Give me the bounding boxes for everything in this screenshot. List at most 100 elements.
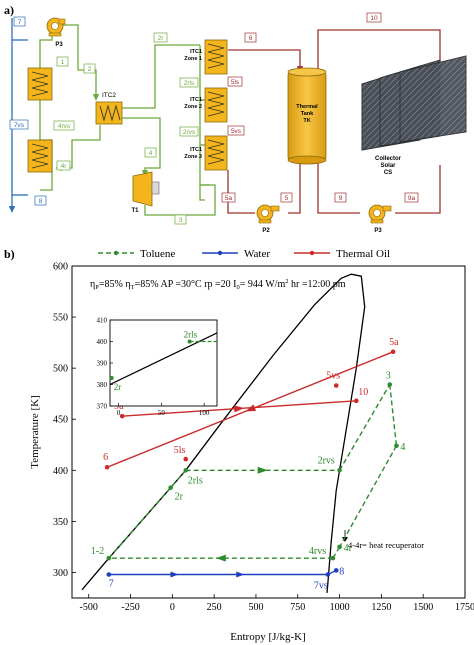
tank-label-c: TK — [303, 118, 310, 124]
panel-b-label: b) — [4, 247, 15, 261]
data-point — [183, 468, 189, 473]
inset-point — [187, 339, 192, 344]
zone1-label-b: Zone 1 — [184, 56, 202, 62]
stream-5ls-text: 5ls — [231, 79, 240, 86]
stream-5vs-box: 5vs — [227, 125, 245, 136]
panel-a-label: a) — [4, 3, 14, 17]
flow-arrow — [215, 554, 226, 562]
left-hx-bottom — [27, 139, 53, 173]
turbine-t1: T1 — [131, 171, 160, 214]
panel-a: a) — [4, 3, 467, 234]
y-tick-label: 450 — [53, 415, 68, 426]
stream-4-box: 4 — [144, 147, 157, 158]
inset-point — [109, 376, 114, 381]
x-tick-label: 500 — [248, 602, 263, 613]
collector-label-c: CS — [384, 170, 392, 176]
y-tick-label: 550 — [53, 313, 68, 324]
legend: Toluene Water Thermal Oil — [98, 248, 390, 260]
itc2-exchanger: ITC2 — [95, 92, 123, 125]
stream-6-box: 6 — [244, 32, 257, 43]
chart-series: 1-2 2r 2rls 2rvs 3 4 4rvs 4r 7 7vs 8 5a 5vs 5ls 6 9a 10 — [91, 337, 406, 592]
zone3-label-b: Zone 3 — [184, 154, 202, 160]
data-point — [330, 555, 336, 561]
x-axis-title: Entropy [J/kg-K] — [230, 631, 305, 643]
toluene-recuperator — [338, 445, 398, 548]
x-tick-label: 1500 — [413, 602, 433, 613]
stream-7vs-text: 7vs — [14, 122, 25, 129]
p3-top-label: P3 — [55, 42, 63, 48]
data-point — [394, 443, 399, 449]
param-eta-p-val: =85% — [99, 279, 125, 290]
point-label: 8 — [339, 566, 344, 577]
t1-label: T1 — [131, 208, 139, 214]
stream-5a-text: 5a — [225, 195, 233, 202]
left-hx-top — [27, 67, 53, 101]
flow-arrow — [170, 571, 179, 578]
toluene-superheat — [338, 384, 391, 471]
param-eta-p-sub: P — [95, 284, 99, 291]
data-point — [168, 485, 173, 490]
stream-9a-text: 9a — [408, 195, 416, 202]
stream-7vs-box: 7vs — [9, 119, 29, 130]
y-axis-title: Temperature [K] — [29, 395, 41, 468]
zone2-label-b: Zone 2 — [184, 104, 202, 110]
flow-arrow — [257, 466, 268, 474]
stream-labels: 7 7vs 8 1 2 4rvs 4r 2r 2rls 2rvs 4 3 6 5… — [9, 12, 419, 225]
inset-point-label: 2r — [114, 382, 122, 392]
stream-1-box: 1 — [56, 56, 69, 67]
x-tick-label: 0 — [170, 602, 175, 613]
stream-7-text: 7 — [18, 19, 22, 26]
y-tick-label: 300 — [53, 568, 68, 579]
flow-arrow — [245, 404, 257, 412]
stream-9a-box: 9a — [404, 192, 419, 203]
stream-10-box: 10 — [366, 12, 382, 23]
stream-5-box: 5 — [280, 192, 293, 203]
x-tick-label: 750 — [290, 602, 305, 613]
point-label: 4rvs — [309, 546, 326, 557]
inset-content: 0 50 100 370 380 390 400 410 2r 2rls — [97, 317, 218, 417]
water-stream — [8, 18, 28, 213]
heat-recuperator-annotation: 4-4r= heat recuperator — [342, 530, 424, 550]
stream-4-text: 4 — [149, 150, 153, 157]
zone2-label-a: ITC1 — [190, 97, 202, 103]
data-point — [337, 544, 342, 550]
point-label: 2rls — [188, 475, 203, 486]
stream-7-box: 7 — [13, 16, 26, 27]
stream-10-text: 10 — [370, 15, 378, 22]
stream-9-text: 9 — [339, 195, 343, 202]
y-tick-label: 400 — [53, 466, 68, 477]
stream-5-text: 5 — [285, 195, 289, 202]
legend-thermal-oil: Thermal Oil — [294, 248, 390, 260]
point-label: 5a — [389, 337, 399, 348]
stream-2rvs-text: 2rvs — [183, 129, 196, 136]
inset-y-tick-label: 410 — [97, 317, 108, 325]
panel-b: b) Toluene Water Thermal Oil ηP=85% ηT=8… — [4, 247, 474, 643]
inset-chart: 0 50 100 370 380 390 400 410 2r 2rls — [97, 317, 218, 417]
itc1-zone3 — [204, 135, 228, 171]
stream-4r-text: 4r — [61, 163, 68, 170]
params-text: ηP=85% ηT=85% AP =30°C rp =20 I0= 944 W/… — [90, 278, 346, 291]
collector-label-a: Collector — [375, 156, 402, 162]
stream-5ls-box: 5ls — [227, 76, 243, 87]
stream-8-box: 8 — [34, 195, 47, 206]
data-point — [325, 572, 331, 577]
param-eta-t-val: =85% AP =30°C rp =20 I — [135, 279, 237, 290]
data-point — [183, 456, 189, 462]
data-point — [104, 464, 110, 470]
inset-frame — [109, 319, 218, 407]
param-i0-sub: 0 — [237, 284, 240, 291]
inset-x-tick-label: 50 — [158, 409, 166, 417]
stream-4r-box: 4r — [56, 160, 71, 171]
pump-p2: P2 — [256, 204, 280, 234]
data-point — [106, 555, 112, 561]
p3-bottom-label: P3 — [374, 228, 382, 234]
x-tick-label: -250 — [121, 602, 139, 613]
inset-x-tick-label: 100 — [199, 409, 210, 417]
stream-5vs-text: 5vs — [231, 128, 242, 135]
data-point — [333, 568, 339, 573]
inset-y-tick-label: 380 — [97, 381, 108, 389]
stream-4rvs-box: 4rvs — [53, 120, 75, 131]
x-tick-label: 1250 — [371, 602, 391, 613]
param-i0-tail: hr =12:00 pm — [288, 279, 345, 290]
